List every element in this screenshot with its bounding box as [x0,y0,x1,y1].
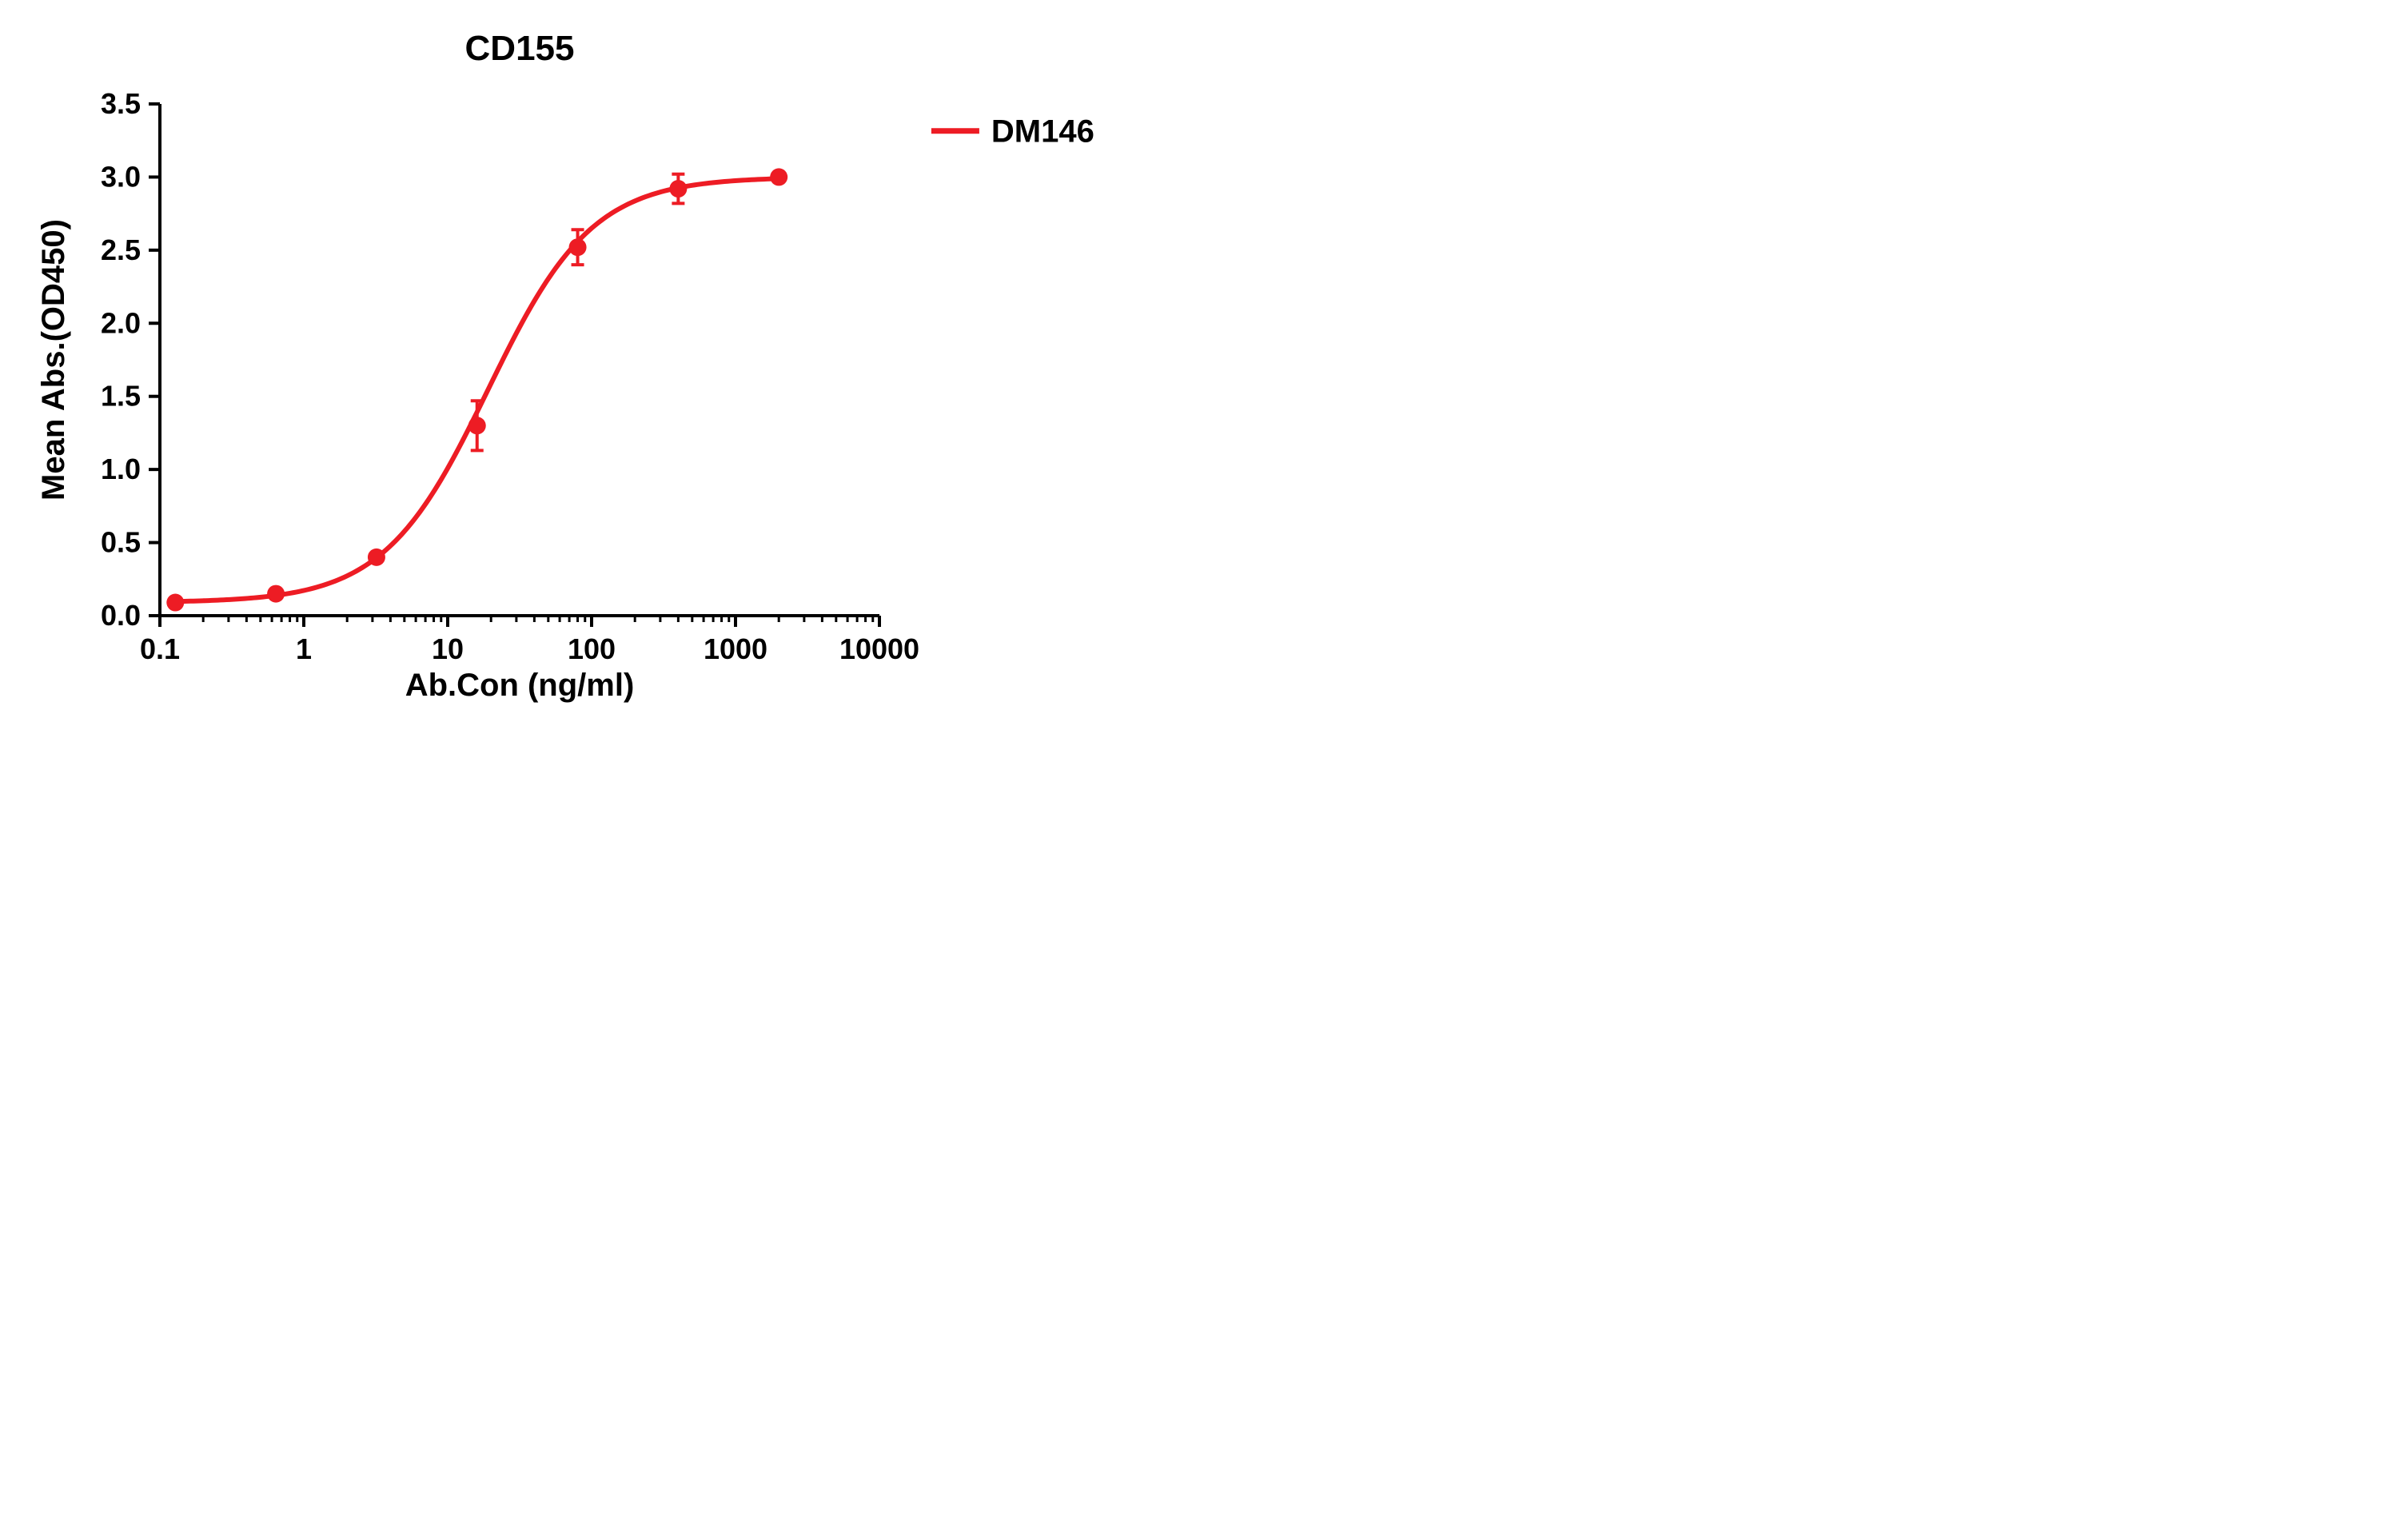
x-tick-label: 10000 [839,632,919,665]
y-tick-label: 2.0 [101,306,141,339]
chart-title: CD155 [465,29,575,68]
x-tick-label: 0.1 [140,632,180,665]
data-point [468,417,486,434]
dose-response-chart: CD155 0.1 1 10 100 1000 10000 0.0 0.5 1.0 1.5 2.0 2.… [0,0,1204,770]
data-point [669,180,687,197]
y-axis-label: Mean Abs.(OD450) [36,219,71,501]
data-point [770,168,787,186]
data-point [166,594,184,612]
x-tick-label: 1 [296,632,312,665]
data-point [267,585,285,603]
x-tick-label: 1000 [704,632,767,665]
y-tick-label: 1.0 [101,453,141,485]
y-tick-label: 1.5 [101,380,141,413]
y-tick-label: 0.5 [101,526,141,559]
y-tick-label: 0.0 [101,599,141,632]
data-point [569,238,587,256]
y-tick-label: 3.5 [101,87,141,120]
x-tick-label: 10 [432,632,464,665]
y-tick-label: 2.5 [101,233,141,266]
x-tick-label: 100 [568,632,616,665]
x-axis-label: Ab.Con (ng/ml) [405,668,635,703]
y-tick-label: 3.0 [101,160,141,193]
legend-label: DM146 [991,114,1094,150]
data-point [368,549,385,566]
